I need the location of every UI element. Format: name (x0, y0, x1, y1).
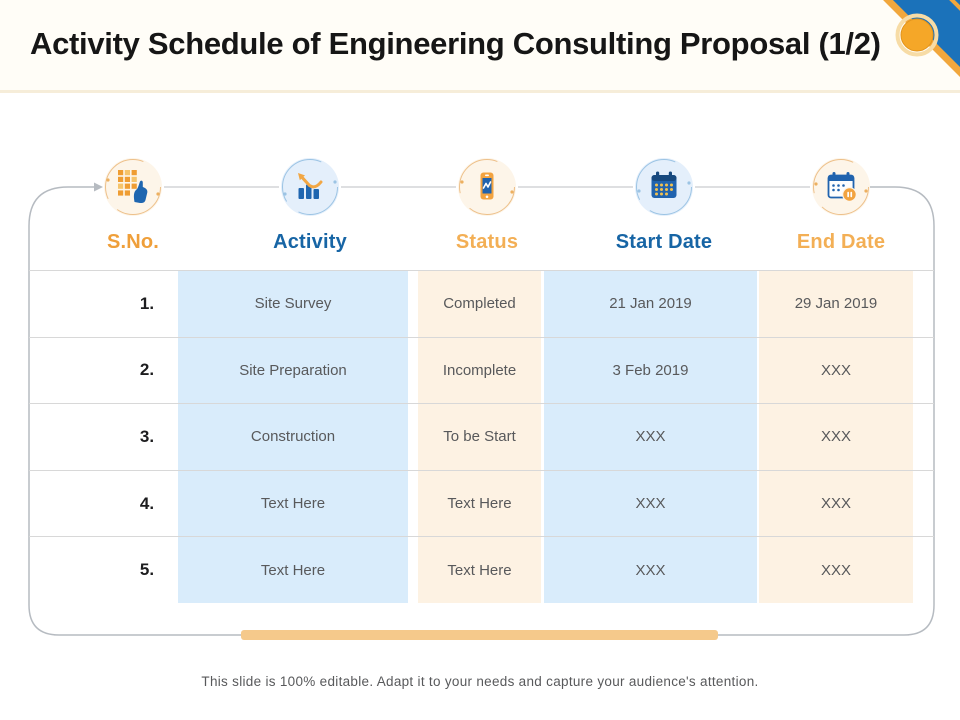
table-cell-start: 3 Feb 2019 (612, 361, 689, 379)
table-cell-activity: Text Here (260, 561, 326, 579)
table-cell-start: XXX (635, 428, 666, 446)
table-cell-start: XXX (635, 561, 666, 579)
corner-ribbon-icon (883, 0, 960, 77)
table-cell-sno: 1. (139, 293, 155, 313)
column-header-label: Status (455, 231, 519, 253)
bar-chart-trend-icon (281, 158, 339, 216)
column-header-start-date: Start Date (584, 158, 744, 254)
table-cell-sno: 3. (139, 426, 155, 446)
column-header-label: S.No. (106, 231, 160, 253)
table-cell-status: To be Start (443, 428, 516, 446)
calendar-start-icon (635, 158, 693, 216)
column-header-sno: S.No. (53, 158, 213, 254)
table-row: 1. Site Survey Completed 21 Jan 2019 29 Jan … (29, 270, 934, 337)
start-date-column-bg (544, 270, 757, 603)
table-cell-activity: Construction (250, 428, 336, 446)
table-cell-start: XXX (635, 495, 666, 513)
table-cell-status: Incomplete (442, 361, 517, 379)
table-cell-end: XXX (820, 561, 851, 579)
bottom-accent-bar (241, 630, 718, 640)
table-cell-end: XXX (820, 361, 851, 379)
title-underline (0, 90, 960, 93)
table-cell-end: 29 Jan 2019 (794, 295, 878, 313)
column-header-label: Start Date (615, 231, 713, 253)
table-row: 4. Text Here Text Here XXX XXX (29, 469, 934, 537)
phone-status-icon (458, 158, 516, 216)
status-column-bg (418, 270, 541, 603)
column-header-activity: Activity (230, 158, 390, 254)
table-cell-sno: 5. (139, 560, 155, 580)
table-cell-activity: Site Survey (254, 295, 332, 313)
table-cell-status: Completed (443, 295, 516, 313)
calendar-pause-icon (812, 158, 870, 216)
table-row: 2. Site Preparation Incomplete 3 Feb 2019 XX… (29, 336, 934, 404)
table-body: 1. Site Survey Completed 21 Jan 2019 29 Jan … (29, 270, 934, 603)
table-row: 5. Text Here Text Here XXX XXX (29, 536, 934, 603)
table-row: 3. Construction To be Start XXX XXX (29, 403, 934, 470)
table-cell-activity: Text Here (260, 495, 326, 513)
title-band: Activity Schedule of Engineering Consult… (0, 0, 960, 90)
column-header-end-date: End Date (761, 158, 921, 254)
table-cell-start: 21 Jan 2019 (609, 295, 692, 313)
table-cell-activity: Site Preparation (239, 361, 347, 379)
table-cell-status: Text Here (447, 561, 512, 579)
page-title: Activity Schedule of Engineering Consult… (30, 26, 881, 61)
footer-note: This slide is 100% editable. Adapt it to… (201, 674, 759, 689)
end-date-column-bg (759, 270, 913, 603)
column-header-status: Status (407, 158, 567, 254)
column-header-label: Activity (273, 231, 347, 253)
table-cell-sno: 4. (139, 493, 155, 513)
column-header-label: End Date (796, 231, 886, 253)
activity-column-bg (178, 270, 408, 603)
table-cell-end: XXX (820, 495, 851, 513)
table-cell-status: Text Here (447, 495, 512, 513)
table-cell-end: XXX (820, 428, 851, 446)
table-cell-sno: 2. (139, 360, 155, 380)
keypad-tally-icon (104, 158, 162, 216)
